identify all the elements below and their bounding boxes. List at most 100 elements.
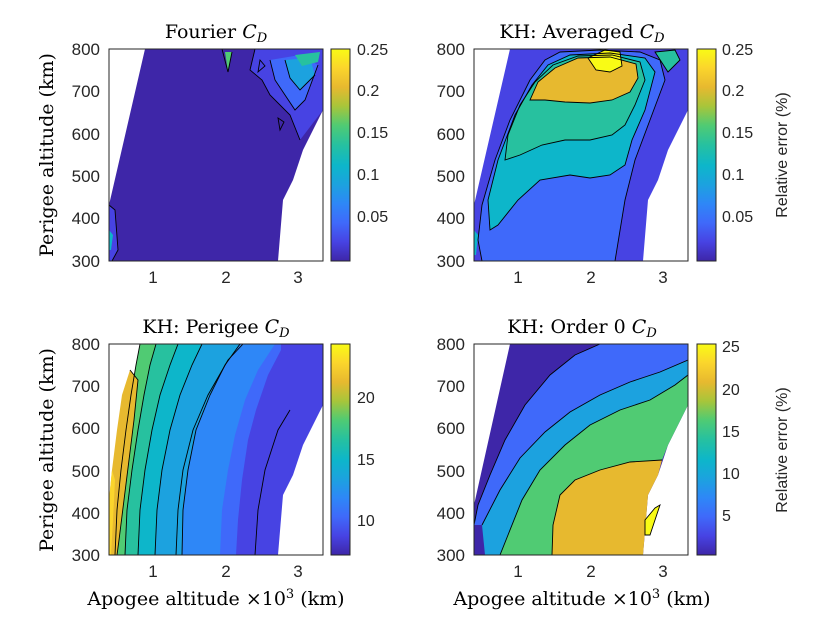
panel-title: KH: Averaged CD (499, 21, 665, 46)
region-level-4 (138, 344, 202, 555)
colorbar-tick: 0.25 (357, 42, 388, 59)
y-tick-label: 700 (437, 377, 465, 396)
y-tick-label: 700 (437, 82, 465, 101)
colorbar-tick: 0.1 (357, 167, 379, 184)
contour-line (109, 204, 119, 261)
y-tick-label: 600 (72, 125, 100, 144)
panel-title: KH: Order 0 CD (507, 316, 657, 341)
region-level-8 (109, 470, 115, 555)
colorbar-tick: 0.1 (722, 167, 744, 184)
contour-line (551, 459, 663, 555)
contour-line (481, 359, 688, 526)
contour-line (221, 49, 233, 73)
x-tick-label: 1 (148, 268, 157, 287)
x-tick-label: 2 (221, 562, 230, 581)
region-level-4 (295, 52, 320, 66)
colorbar-gradient (330, 48, 351, 262)
colorbar-label: Relative error (%) (774, 387, 791, 512)
colorbar-tick: 0.05 (357, 209, 388, 226)
x-axis: 1 2 3 (148, 268, 302, 287)
y-tick-label: 700 (72, 377, 100, 396)
x-tick-label: 3 (293, 268, 302, 287)
colorbar-tick: 15 (722, 424, 740, 441)
region-level-0 (109, 49, 323, 261)
colorbar-tick: 0.25 (722, 42, 753, 59)
region-level-2 (182, 344, 275, 555)
region-level-4b (109, 230, 113, 250)
panel-title: KH: Perigee CD (142, 316, 290, 341)
region-level-3 (155, 344, 240, 555)
colorbar-gradient (696, 48, 717, 262)
panel-title: Fourier CD (165, 21, 268, 46)
panel-kh-order0: KH: Order 0 CD 800 700 600 500 400 300 1… (437, 316, 791, 610)
x-axis: 1 2 3 Apogee altitude ×103 (km) (86, 562, 344, 610)
region-level-5 (225, 52, 232, 72)
colorbar: 0.05 0.1 0.15 0.2 0.25 (330, 42, 388, 262)
contour-line (644, 503, 661, 536)
contour-line (114, 344, 141, 555)
contour-line (277, 117, 285, 132)
contour-fill (109, 49, 323, 261)
x-axis-label: Apogee altitude ×103 (km) (86, 587, 344, 610)
region-edge-hi (655, 50, 680, 72)
contour-line (257, 58, 266, 74)
contour-line (181, 344, 241, 555)
contour-line (116, 369, 139, 555)
x-tick-label: 1 (513, 268, 522, 287)
contour-line (154, 344, 203, 555)
y-tick-label: 600 (437, 125, 465, 144)
contour-fill (474, 344, 688, 555)
y-axis-label: Perigee altitude (km) (36, 348, 58, 552)
x-tick-label: 1 (513, 562, 522, 581)
colorbar-tick: 0.05 (722, 209, 753, 226)
y-tick-label: 400 (437, 209, 465, 228)
region-edge-mid (474, 230, 478, 255)
colorbar-label: Relative error (%) (774, 92, 791, 217)
contour-line (654, 49, 681, 73)
region-level-5 (645, 505, 660, 535)
region-level-3 (500, 375, 688, 555)
x-tick-label: 1 (148, 562, 157, 581)
x-tick-label: 2 (586, 268, 595, 287)
region-level-1 (474, 344, 688, 525)
contour-line (269, 59, 319, 111)
y-tick-label: 500 (72, 167, 100, 186)
colorbar-gradient (696, 343, 717, 556)
y-tick-label: 600 (72, 419, 100, 438)
colorbar-tick: 20 (722, 382, 740, 399)
colorbar-tick: 15 (357, 452, 375, 469)
colorbar-gradient (330, 343, 351, 556)
x-tick-label: 2 (586, 562, 595, 581)
y-tick-label: 500 (437, 167, 465, 186)
x-axis: 1 2 3 Apogee altitude ×103 (km) (452, 562, 710, 610)
region-level-7 (109, 370, 138, 555)
y-axis: 800 700 600 500 400 300 Perigee altitude… (36, 335, 100, 565)
y-tick-label: 300 (437, 252, 465, 271)
x-tick-label: 3 (293, 562, 302, 581)
y-tick-label: 500 (437, 462, 465, 481)
panel-fourier: Fourier CD 800 700 600 500 400 3 (36, 21, 388, 287)
plot-frame (108, 343, 324, 556)
y-tick-label: 500 (72, 462, 100, 481)
colorbar-tick: 5 (722, 508, 731, 525)
x-axis: 1 2 3 (513, 268, 667, 287)
plot-frame (108, 48, 324, 262)
x-tick-label: 3 (658, 562, 667, 581)
plot-frame (473, 48, 689, 262)
y-tick-label: 400 (72, 209, 100, 228)
y-tick-label: 300 (437, 546, 465, 565)
region-level-5 (125, 344, 178, 555)
contour-line (254, 409, 291, 555)
contour-line (587, 49, 623, 73)
contour-fill (109, 344, 323, 555)
colorbar: 10 15 20 (330, 343, 375, 556)
y-tick-label: 800 (437, 335, 465, 354)
contour-line (137, 344, 179, 555)
contour-fill (474, 49, 688, 261)
colorbar-tick: 20 (357, 390, 375, 407)
y-axis: 800 700 600 500 400 300 Perigee altitude… (36, 40, 100, 271)
panel-kh-averaged: KH: Averaged CD 800 700 600 500 400 300 (437, 21, 791, 287)
contour-line (529, 56, 639, 104)
colorbar-tick: 25 (722, 339, 740, 356)
contour-line (249, 49, 301, 141)
